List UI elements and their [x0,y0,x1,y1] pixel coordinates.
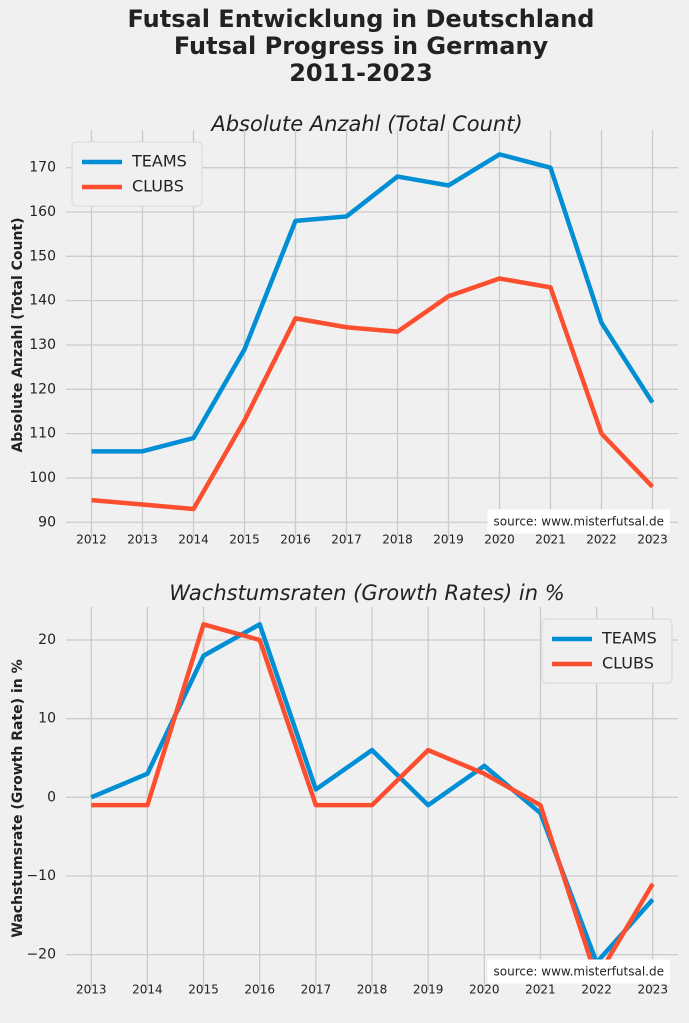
x-tick-label: 2014 [178,533,209,547]
y-tick-label: 10 [38,711,56,727]
y-axis-label: Absolute Anzahl (Total Count) [10,217,26,452]
x-tick-label: 2018 [357,983,388,997]
y-tick-label: 150 [29,248,56,264]
x-tick-label: 2014 [132,983,163,997]
x-tick-label: 2013 [127,533,158,547]
y-tick-label: 0 [47,789,56,805]
x-tick-label: 2022 [586,533,617,547]
suptitle: Futsal Entwicklung in Deutschland [127,5,594,33]
annotation-box [487,959,670,984]
legend-label: CLUBS [602,654,654,673]
legend-label: TEAMS [131,152,187,171]
y-tick-label: 20 [38,632,56,648]
y-tick-label: 110 [29,426,56,442]
x-tick-label: 2018 [382,533,413,547]
y-tick-label: 120 [29,381,56,397]
legend-box [541,618,673,684]
y-tick-label: 130 [29,337,56,353]
x-tick-label: 2023 [637,533,668,547]
x-tick-label: 2020 [484,533,515,547]
x-tick-label: 2015 [229,533,260,547]
legend-label: TEAMS [601,629,657,648]
annotation: source: www.misterfutsal.de [487,959,670,984]
annotation-text: source: www.misterfutsal.de [494,965,664,979]
x-tick-label: 2016 [244,983,275,997]
x-tick-label: 2022 [581,983,612,997]
y-tick-label: 100 [29,470,56,486]
y-axis-label: Wachstumsrate (Growth Rate) in % [10,659,26,937]
x-tick-label: 2013 [76,983,107,997]
data-line [91,152,655,454]
chart-title: Wachstumsraten (Growth Rates) in % [169,581,564,605]
y-tick-label: 90 [38,514,56,530]
legend-label: CLUBS [132,177,184,196]
x-tick-label: 2019 [433,533,464,547]
annotation: source: www.misterfutsal.de [487,509,670,534]
x-tick-label: 2023 [637,983,668,997]
x-tick-label: 2020 [469,983,500,997]
x-tick-label: 2012 [76,533,107,547]
legend-box [71,141,203,207]
x-tick-label: 2017 [301,983,332,997]
data-line [91,276,655,512]
suptitle: Futsal Progress in Germany [174,32,549,60]
annotation-text: source: www.misterfutsal.de [494,515,664,529]
annotation-box [487,509,670,534]
y-tick-label: 140 [29,293,56,309]
y-tick-label: 160 [29,204,56,220]
y-tick-label: −20 [26,947,56,963]
chart-title: Absolute Anzahl (Total Count) [209,112,522,136]
x-tick-label: 2019 [413,983,444,997]
y-tick-label: 170 [29,160,56,176]
x-tick-label: 2015 [188,983,219,997]
data-line [91,622,655,981]
y-tick-label: −10 [26,868,56,884]
x-tick-label: 2017 [331,533,362,547]
suptitle: 2011-2023 [289,59,433,87]
x-tick-label: 2016 [280,533,311,547]
x-tick-label: 2021 [525,983,556,997]
x-tick-label: 2021 [535,533,566,547]
